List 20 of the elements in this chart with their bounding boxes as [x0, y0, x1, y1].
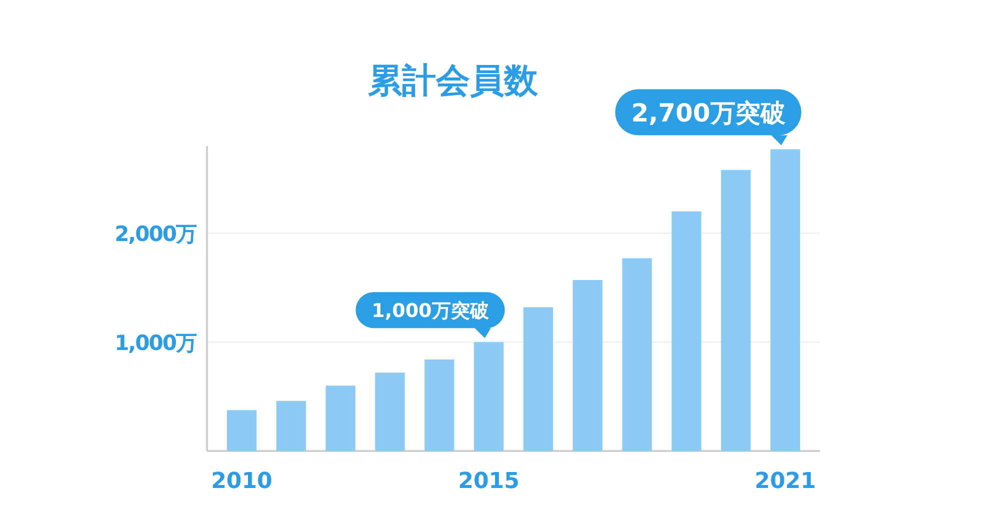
bar: [672, 211, 702, 451]
y-tick-label: 1,000万: [114, 331, 197, 356]
annotation: 2,700万突破: [631, 98, 786, 128]
annotation: 1,000万突破: [372, 300, 490, 322]
bar: [721, 170, 751, 451]
bar: [523, 307, 554, 451]
y-tick-label: 2,000万: [114, 222, 197, 246]
bar: [770, 149, 800, 451]
bar: [326, 386, 356, 451]
bar: [572, 280, 602, 451]
x-tick-label: 2015: [458, 469, 520, 494]
bar: [474, 342, 504, 451]
bar: [424, 360, 454, 451]
bar: [226, 410, 257, 451]
bar: [622, 258, 652, 451]
bar: [276, 400, 306, 451]
x-tick-label: 2010: [211, 469, 272, 494]
x-tick-label: 2021: [754, 469, 816, 494]
bar: [375, 372, 405, 451]
chart-title: 累計会員数: [368, 61, 539, 101]
